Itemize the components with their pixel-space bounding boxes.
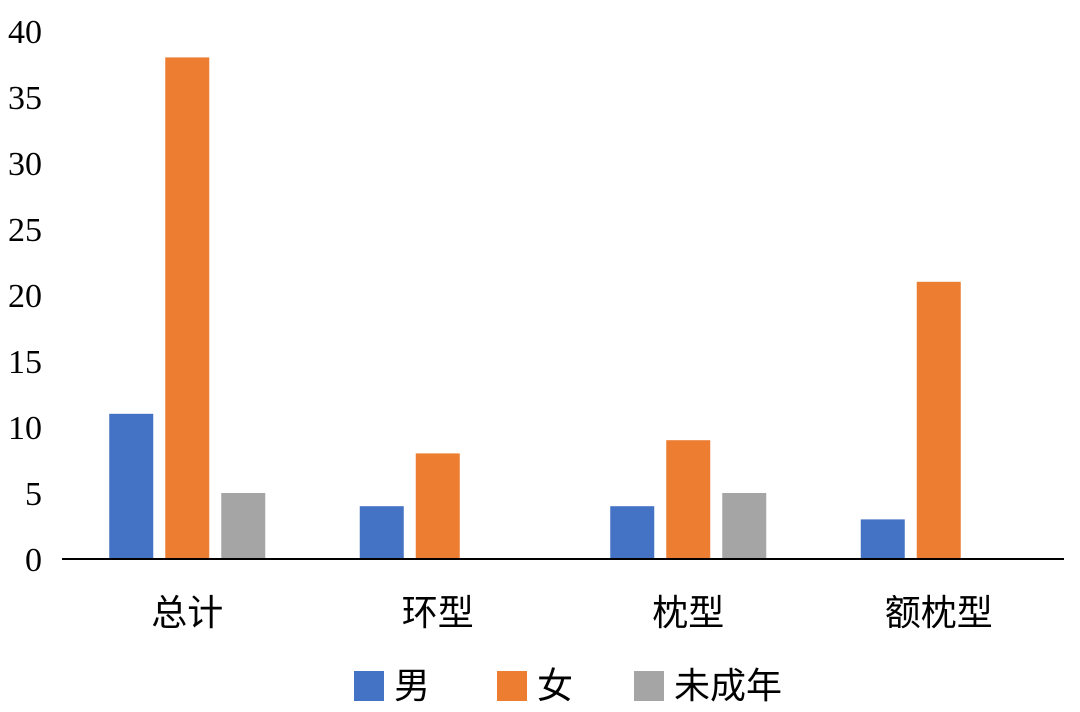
legend-label: 女 [537, 666, 573, 707]
y-tick-label: 20 [8, 278, 42, 315]
bar-3-1 [916, 281, 961, 559]
y-tick-label: 35 [8, 80, 42, 117]
category-labels: 总计 环型 枕型 额枕型 [151, 593, 993, 634]
legend: 男 女 未成年 [354, 666, 782, 707]
y-tick-label: 30 [8, 146, 42, 183]
y-tick-label: 5 [25, 476, 42, 513]
bar-1-0 [359, 506, 404, 559]
legend-label: 男 [394, 666, 430, 707]
legend-swatch [354, 671, 384, 701]
y-tick-label: 40 [8, 14, 42, 51]
bars [109, 57, 961, 560]
category-label: 额枕型 [885, 593, 993, 634]
category-label: 总计 [151, 593, 223, 634]
bar-2-0 [610, 506, 655, 559]
y-tick-label: 25 [8, 212, 42, 249]
category-label: 枕型 [652, 593, 724, 634]
legend-label: 未成年 [674, 666, 782, 707]
y-axis-ticks: 0 5 10 15 20 25 30 35 40 [8, 14, 42, 579]
y-tick-label: 15 [8, 344, 42, 381]
y-tick-label: 0 [25, 542, 42, 579]
bar-0-2 [221, 493, 266, 559]
legend-swatch [634, 671, 664, 701]
y-tick-label: 10 [8, 410, 42, 447]
bar-1-1 [415, 453, 460, 559]
bar-0-1 [165, 57, 210, 560]
bar-2-1 [666, 440, 711, 559]
legend-swatch [497, 671, 527, 701]
category-label: 环型 [402, 593, 474, 634]
bar-2-2 [722, 493, 767, 559]
bar-3-0 [860, 519, 905, 559]
bar-0-0 [109, 413, 154, 559]
